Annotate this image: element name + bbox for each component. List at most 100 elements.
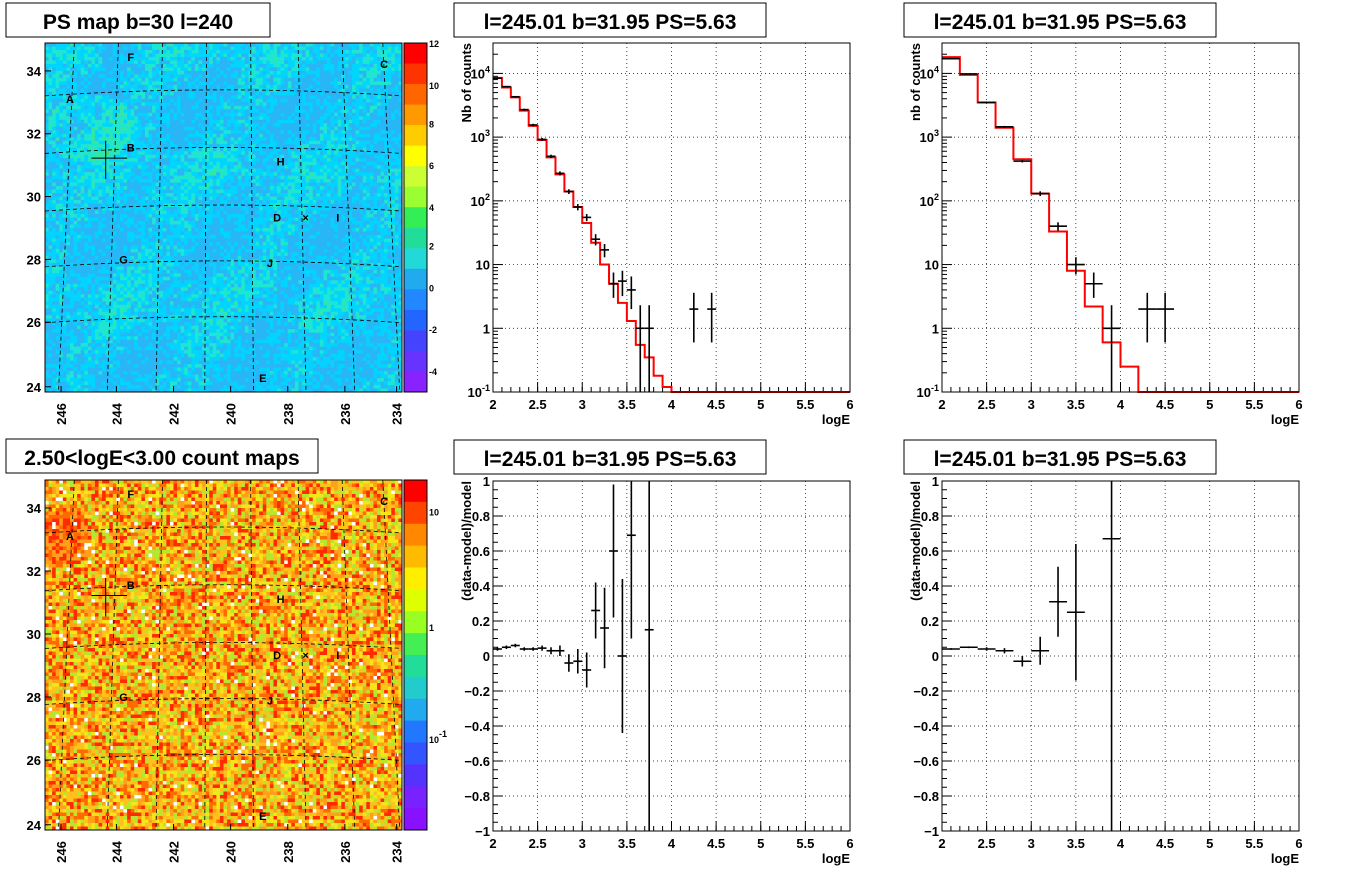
map-cell	[66, 343, 71, 347]
map-cell	[166, 329, 171, 334]
map-cell	[180, 46, 185, 51]
map-cell	[202, 343, 206, 347]
map-cell	[66, 245, 71, 250]
map-cell	[127, 84, 132, 89]
map-cell	[62, 147, 67, 152]
map-cell	[194, 231, 199, 236]
map-cell	[187, 217, 192, 222]
map-cell	[123, 203, 128, 208]
map-cell	[105, 367, 110, 372]
map-cell	[198, 154, 203, 159]
map-cell	[152, 53, 157, 58]
map-cell	[187, 297, 192, 302]
map-cell	[198, 95, 203, 100]
map-cell	[48, 189, 53, 194]
map-cell	[123, 98, 128, 103]
map-cell	[127, 88, 132, 93]
map-cell	[59, 158, 64, 163]
map-cell	[205, 137, 210, 142]
map-cell	[123, 91, 128, 96]
map-cell	[187, 133, 192, 138]
map-cell	[155, 109, 160, 114]
map-cell	[98, 241, 103, 246]
map-cell	[152, 238, 157, 243]
map-cell	[91, 374, 96, 379]
map-cell	[141, 322, 146, 327]
map-cell	[162, 245, 167, 250]
map-cell	[112, 207, 117, 211]
map-cell	[166, 336, 171, 340]
map-cell	[194, 81, 199, 86]
map-cell	[91, 133, 96, 138]
map-cell	[198, 105, 203, 110]
map-cell	[184, 217, 189, 222]
map-cell	[212, 196, 217, 201]
map-cell	[98, 378, 103, 382]
map-cell	[219, 88, 224, 93]
map-cell	[98, 105, 103, 110]
map-cell	[212, 147, 217, 152]
map-cell	[123, 374, 128, 379]
map-cell	[52, 290, 57, 295]
map-cell	[212, 255, 217, 260]
map-cell	[141, 168, 146, 173]
map-cell	[52, 343, 57, 347]
map-cell	[52, 388, 57, 393]
map-cell	[102, 276, 107, 281]
map-cell	[52, 332, 57, 337]
map-cell	[177, 318, 182, 323]
map-cell	[134, 360, 139, 365]
map-cell	[127, 322, 132, 327]
map-cell	[191, 217, 196, 222]
map-cell	[91, 147, 96, 152]
map-cell	[212, 304, 217, 309]
map-cell	[94, 196, 99, 201]
map-cell	[141, 231, 146, 236]
map-cell	[191, 60, 196, 65]
map-cell	[105, 46, 110, 51]
map-cell	[105, 304, 110, 309]
map-cell	[152, 182, 157, 187]
map-cell	[91, 49, 96, 54]
map-cell	[180, 116, 185, 121]
map-cell	[91, 43, 96, 47]
map-cell	[59, 245, 64, 250]
map-cell	[87, 203, 92, 208]
map-cell	[205, 207, 210, 211]
map-cell	[212, 95, 217, 100]
map-cell	[212, 248, 217, 253]
map-cell	[202, 388, 206, 393]
map-cell	[159, 214, 164, 218]
map-cell	[216, 112, 221, 117]
map-cell	[119, 49, 124, 54]
map-cell	[123, 308, 128, 313]
map-cell	[102, 91, 107, 96]
map-cell	[123, 116, 128, 121]
map-cell	[98, 266, 103, 271]
map-cell	[162, 46, 167, 51]
map-cell	[73, 46, 78, 51]
map-cell	[119, 269, 124, 274]
map-cell	[184, 102, 189, 107]
map-cell	[198, 70, 203, 75]
map-cell	[91, 91, 96, 96]
map-cell	[116, 165, 121, 169]
map-cell	[84, 102, 89, 107]
map-cell	[119, 227, 124, 232]
map-cell	[166, 200, 171, 204]
map-cell	[116, 168, 121, 173]
map-cell	[62, 74, 67, 79]
map-cell	[205, 98, 210, 103]
map-cell	[102, 207, 107, 211]
map-cell	[219, 329, 224, 334]
map-cell	[159, 353, 164, 358]
map-cell	[52, 318, 57, 323]
map-cell	[91, 290, 96, 295]
map-cell	[55, 172, 60, 176]
map-cell	[69, 311, 74, 316]
map-cell	[73, 364, 78, 368]
map-cell	[169, 116, 174, 121]
map-cell	[184, 308, 189, 313]
map-cell	[148, 276, 153, 281]
map-cell	[87, 165, 92, 169]
